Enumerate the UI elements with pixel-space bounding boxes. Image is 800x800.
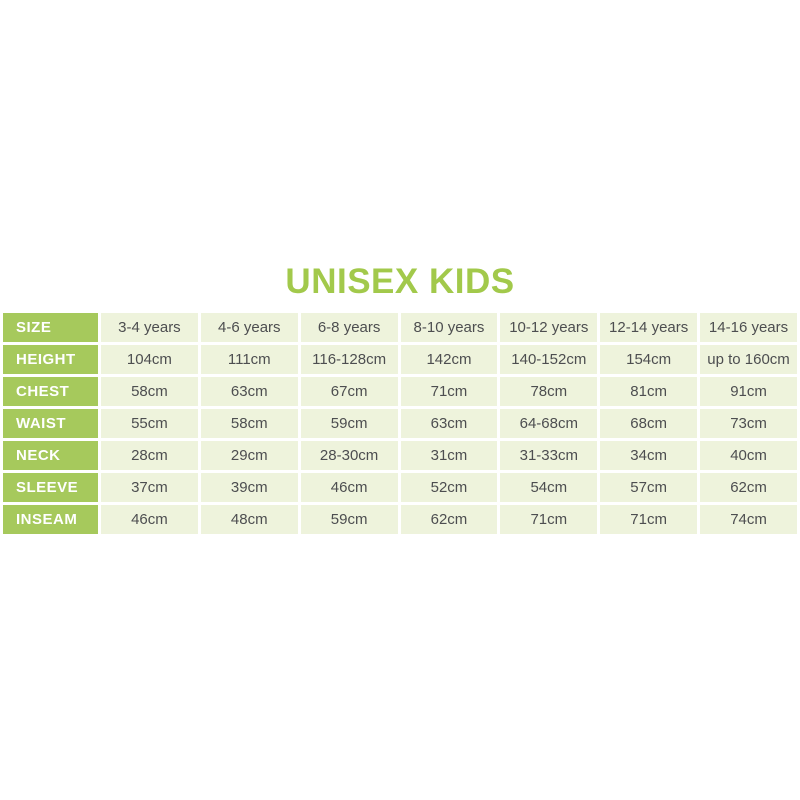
table-cell: 63cm [400,409,498,438]
row-header-chest: CHEST [3,377,98,406]
table-cell: 57cm [600,473,698,502]
table-cell: 3-4 years [101,313,198,342]
table-cell: 46cm [101,505,198,534]
table-cell: 28cm [101,441,198,470]
table-cell: 54cm [500,473,598,502]
table-cell: 40cm [700,441,797,470]
table-cell: 14-16 years [700,313,797,342]
table-cell: 48cm [200,505,298,534]
table-cell: 62cm [400,505,498,534]
table-cell: 34cm [600,441,698,470]
table-cell: 64-68cm [500,409,598,438]
table-cell: 71cm [500,505,598,534]
table-cell: 39cm [200,473,298,502]
table-row-waist: WAIST 55cm 58cm 59cm 63cm 64-68cm 68cm 7… [3,409,797,438]
table-cell: 10-12 years [500,313,598,342]
table-cell: 63cm [200,377,298,406]
table-cell: 31cm [400,441,498,470]
row-header-inseam: INSEAM [3,505,98,534]
table-row-chest: CHEST 58cm 63cm 67cm 71cm 78cm 81cm 91cm [3,377,797,406]
table-cell: 29cm [200,441,298,470]
table-cell: 142cm [400,345,498,374]
row-header-neck: NECK [3,441,98,470]
table-cell: 31-33cm [500,441,598,470]
table-cell: 140-152cm [500,345,598,374]
row-header-height: HEIGHT [3,345,98,374]
table-cell: up to 160cm [700,345,797,374]
table-cell: 46cm [300,473,398,502]
table-cell: 74cm [700,505,797,534]
table-cell: 81cm [600,377,698,406]
table-cell: 8-10 years [400,313,498,342]
table-cell: 67cm [300,377,398,406]
row-header-waist: WAIST [3,409,98,438]
table-cell: 71cm [400,377,498,406]
table-cell: 73cm [700,409,797,438]
table-cell: 68cm [600,409,698,438]
table-cell: 55cm [101,409,198,438]
table-cell: 58cm [101,377,198,406]
page-title: UNISEX KIDS [285,262,515,301]
table-cell: 154cm [600,345,698,374]
table-cell: 4-6 years [200,313,298,342]
table-row-inseam: INSEAM 46cm 48cm 59cm 62cm 71cm 71cm 74c… [3,505,797,534]
table-cell: 59cm [300,505,398,534]
table-cell: 6-8 years [300,313,398,342]
size-chart-table: SIZE 3-4 years 4-6 years 6-8 years 8-10 … [0,310,800,537]
row-header-size: SIZE [3,313,98,342]
table-cell: 116-128cm [300,345,398,374]
table-cell: 28-30cm [300,441,398,470]
table-row-size: SIZE 3-4 years 4-6 years 6-8 years 8-10 … [3,313,797,342]
table-cell: 71cm [600,505,698,534]
table-cell: 91cm [700,377,797,406]
table-cell: 78cm [500,377,598,406]
row-header-sleeve: SLEEVE [3,473,98,502]
table-cell: 62cm [700,473,797,502]
table-row-sleeve: SLEEVE 37cm 39cm 46cm 52cm 54cm 57cm 62c… [3,473,797,502]
table-cell: 58cm [200,409,298,438]
table-cell: 104cm [101,345,198,374]
table-cell: 111cm [200,345,298,374]
table-cell: 59cm [300,409,398,438]
table-row-height: HEIGHT 104cm 111cm 116-128cm 142cm 140-1… [3,345,797,374]
table-cell: 12-14 years [600,313,698,342]
table-cell: 52cm [400,473,498,502]
table-cell: 37cm [101,473,198,502]
table-row-neck: NECK 28cm 29cm 28-30cm 31cm 31-33cm 34cm… [3,441,797,470]
